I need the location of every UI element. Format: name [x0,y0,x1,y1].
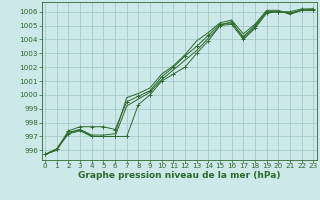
X-axis label: Graphe pression niveau de la mer (hPa): Graphe pression niveau de la mer (hPa) [78,171,280,180]
